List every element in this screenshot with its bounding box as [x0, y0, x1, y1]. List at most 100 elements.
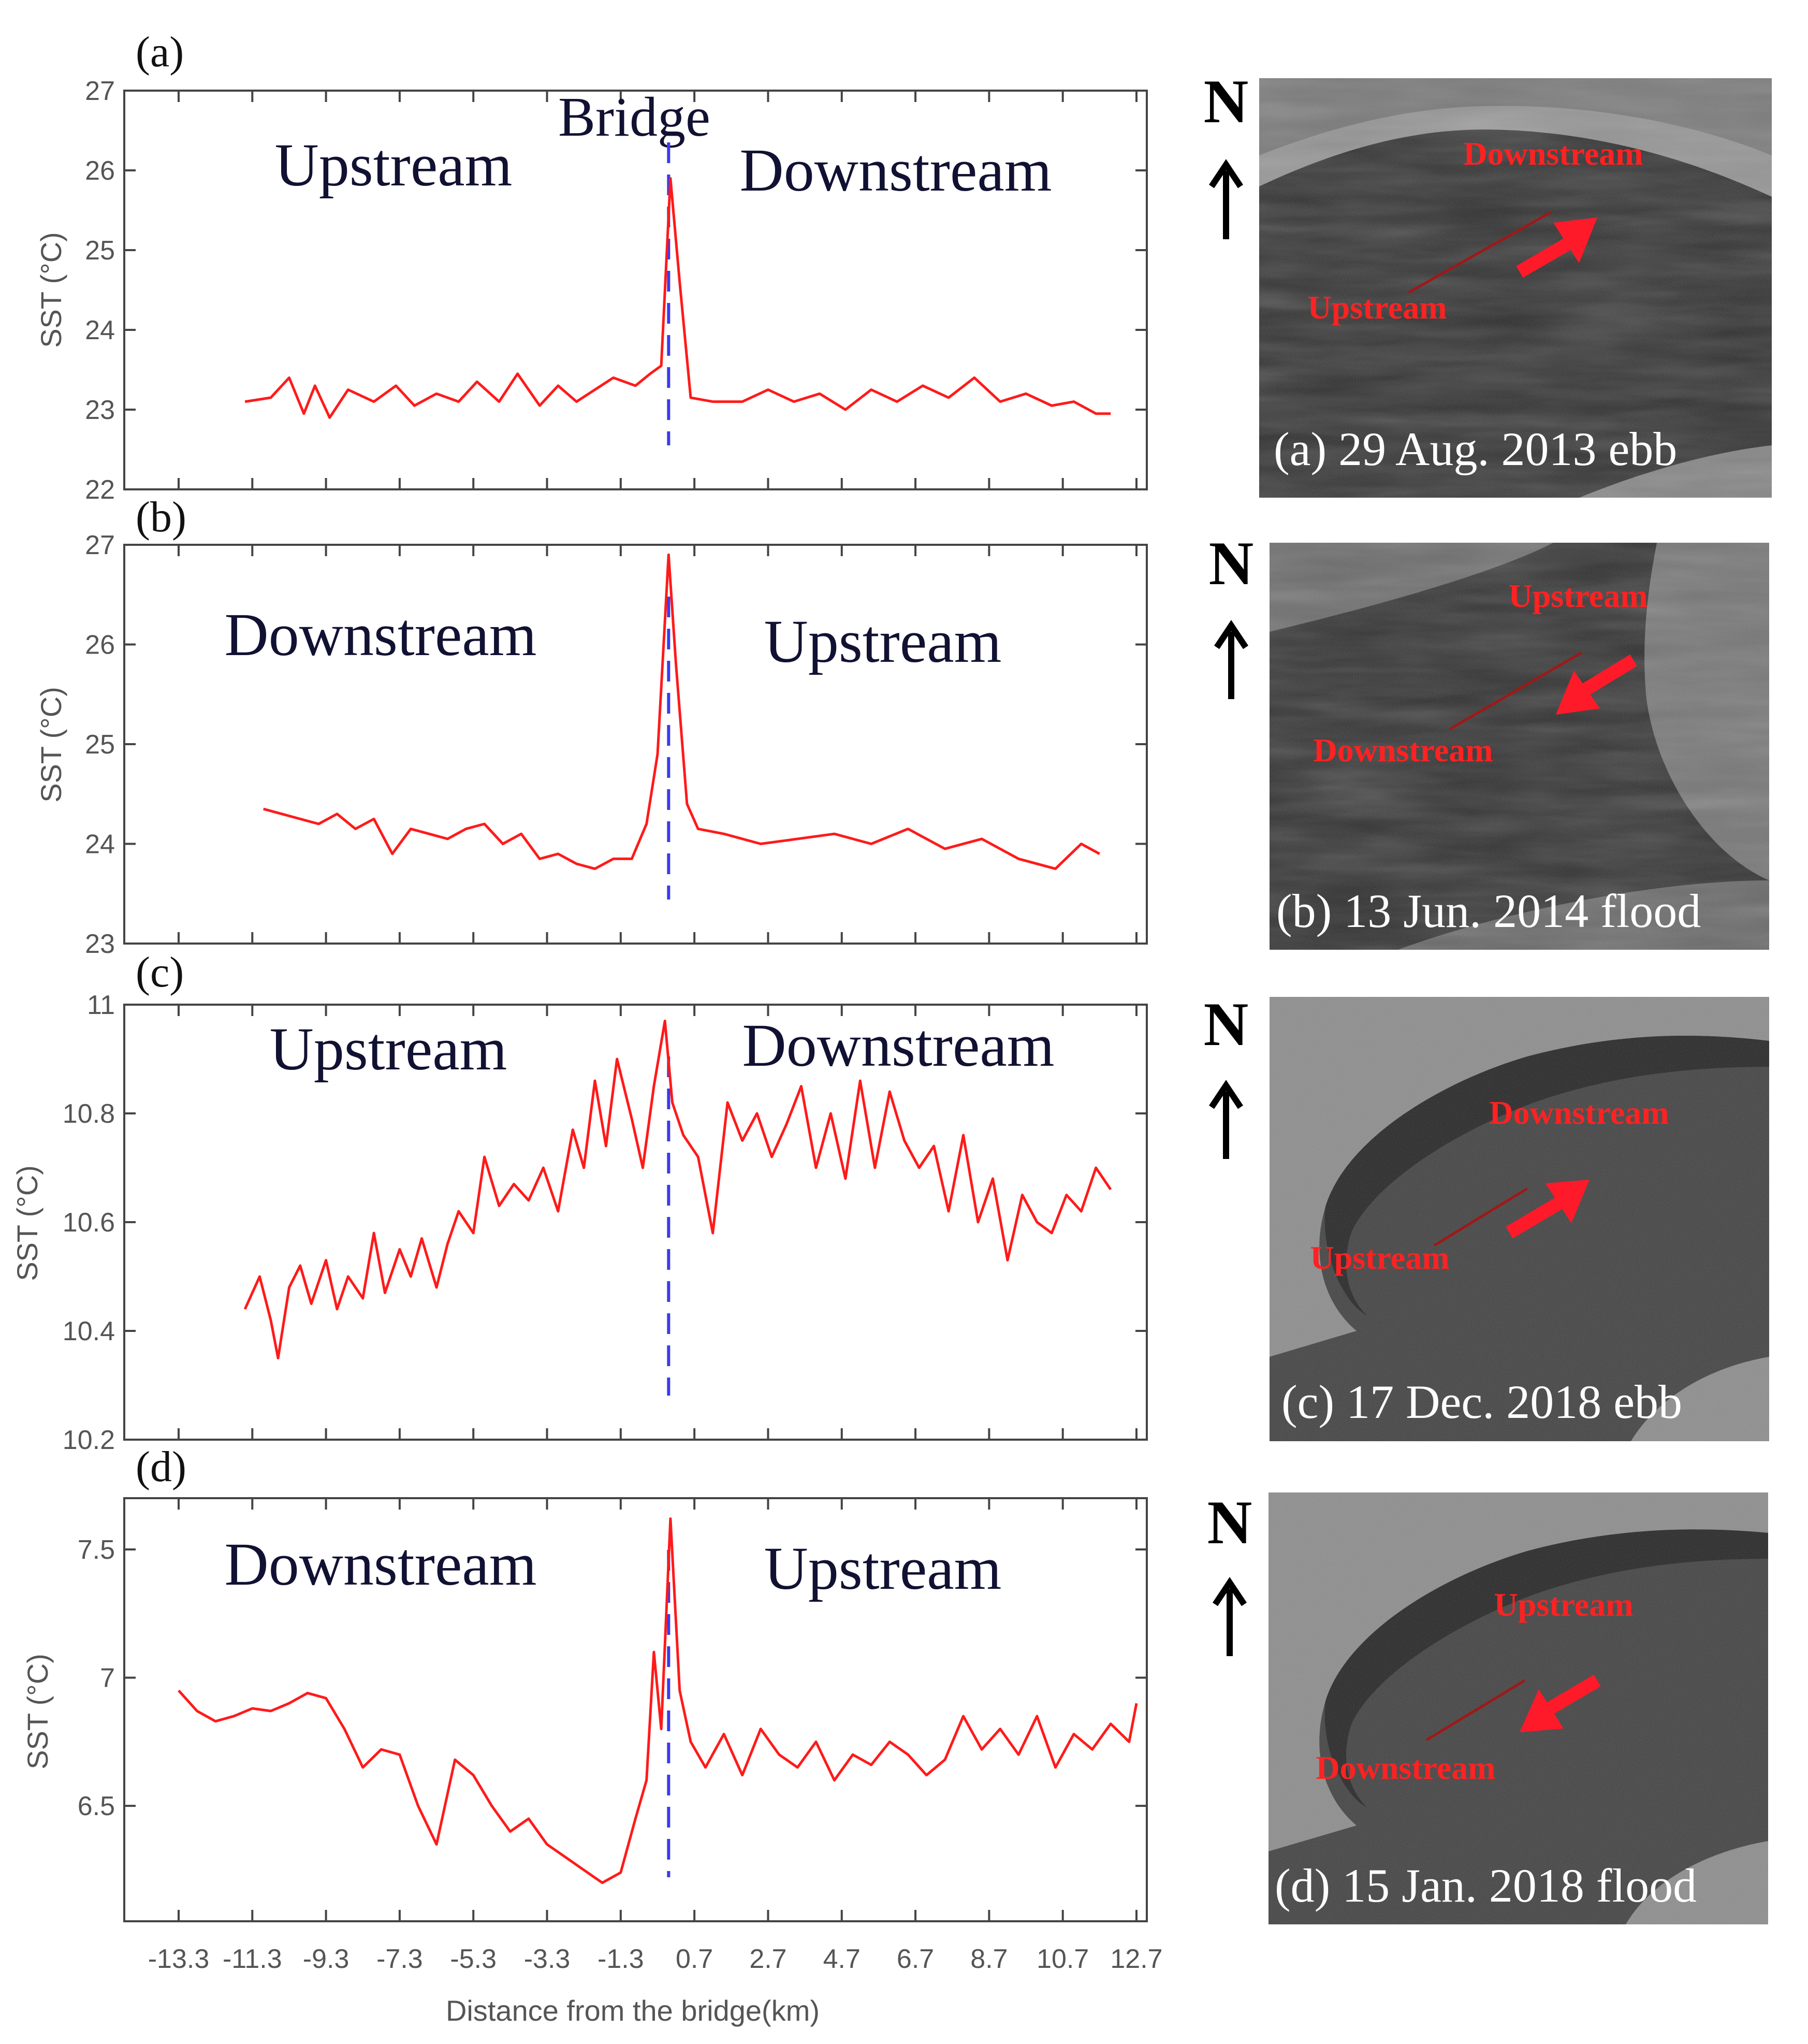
map-label-lower-c: Upstream [1310, 1239, 1450, 1276]
map-caption-c: (c) 17 Dec. 2018 ebb [1281, 1375, 1682, 1428]
x-axis-ticks: -13.3 -11.3 -9.3 -7.3 -5.3 -3.3 -1.3 0.7 2.7 4.7 6… [148, 1944, 1163, 1974]
panel-label-c: (c) [136, 948, 184, 996]
flow-arrow-icon [1516, 218, 1597, 278]
region-label-left-b: Downstream [225, 601, 537, 669]
plot-frame-c [123, 1004, 1148, 1441]
map-panel-a: N Downstream Upstream (a) 29 Aug. [1204, 67, 1772, 498]
plot-frame-b [123, 544, 1148, 945]
axis-ticks-a: 22 23 24 25 26 27 [85, 76, 1147, 505]
x-axis-label: Distance from the bridge(km) [446, 1994, 820, 2027]
north-label-c: N [1204, 990, 1249, 1059]
x-tick-label: -7.3 [376, 1944, 423, 1974]
north-label-d: N [1207, 1488, 1252, 1557]
panel-label-a: (a) [136, 28, 184, 76]
x-tick-label: -3.3 [524, 1944, 571, 1974]
y-tick-label-a: 22 [85, 475, 115, 505]
chart-d: (d) 6.5 7 7.5 SST (°C) Downstream Upstream… [21, 1443, 1163, 2027]
flow-arrow-icon [1556, 654, 1637, 715]
north-arrow-icon [1209, 159, 1243, 239]
sst-series-line-a [244, 177, 1111, 419]
flow-arrow-icon [1506, 1180, 1590, 1239]
plot-frame-a [123, 90, 1148, 490]
x-tick-label: -1.3 [597, 1944, 644, 1974]
axis-ticks-b: 23 24 25 26 27 [85, 530, 1147, 959]
y-axis-label-c: SST (°C) [11, 1165, 43, 1281]
y-tick-label-b: 26 [85, 630, 115, 660]
y-tick-label-b: 24 [85, 830, 115, 860]
map-label-upper-b: Upstream [1509, 577, 1648, 614]
x-tick-label: 2.7 [749, 1944, 786, 1974]
chart-a: (a) 22 23 24 25 26 27 SST (°C) Upstream Downs… [35, 28, 1148, 505]
y-tick-label-b: 25 [85, 730, 115, 760]
plot-frame-d [123, 1497, 1148, 1922]
north-label-b: N [1209, 529, 1254, 598]
map-label-lower-a: Upstream [1308, 289, 1447, 326]
y-axis-label-a: SST (°C) [35, 232, 67, 348]
y-tick-label-c: 10.2 [63, 1425, 115, 1455]
map-panel-c: N Downstream Upstream (c) 17 Dec. 2018 e… [1204, 990, 1769, 1441]
north-arrow-icon [1213, 1577, 1247, 1656]
x-tick-label: 10.7 [1037, 1944, 1089, 1974]
north-arrow-icon [1209, 1080, 1243, 1159]
region-label-right-b: Upstream [764, 607, 1002, 675]
north-arrow-icon [1214, 620, 1248, 699]
region-label-left-c: Upstream [270, 1015, 507, 1083]
x-tick-label: 12.7 [1110, 1944, 1162, 1974]
region-label-right-a: Downstream [740, 136, 1052, 204]
satellite-image-c [1270, 997, 1769, 1441]
x-tick-label: -11.3 [223, 1944, 282, 1974]
flow-arrow-icon [1520, 1674, 1601, 1732]
y-tick-label-b: 23 [85, 929, 115, 959]
y-axis-label-d: SST (°C) [21, 1654, 54, 1770]
y-tick-label-a: 26 [85, 156, 115, 186]
sst-series-line-b [263, 553, 1100, 871]
x-tick-label: -9.3 [303, 1944, 349, 1974]
map-label-lower-b: Downstream [1313, 732, 1493, 769]
satellite-image-b [1270, 543, 1769, 950]
y-axis-label-b: SST (°C) [35, 687, 67, 803]
y-tick-label-a: 27 [85, 76, 115, 106]
map-label-upper-a: Downstream [1463, 135, 1643, 172]
axis-ticks-d: 6.5 7 7.5 [78, 1498, 1147, 1921]
x-tick-label: 0.7 [676, 1944, 713, 1974]
map-panel-d: N Upstream Downstream (d) 15 Jan. 2018 f… [1207, 1488, 1768, 1924]
region-label-right-d: Upstream [764, 1534, 1002, 1602]
y-tick-label-a: 25 [85, 236, 115, 266]
map-label-upper-c: Downstream [1489, 1094, 1669, 1131]
sst-series-line-c [243, 1020, 1112, 1359]
map-panel-b: N Upstream Downstream (b) 13 Jun. [1209, 529, 1769, 950]
x-tick-label: -5.3 [450, 1944, 497, 1974]
axis-ticks-c: 10.2 10.4 10.6 10.8 11 [63, 990, 1147, 1455]
map-label-lower-d: Downstream [1316, 1749, 1495, 1786]
chart-b: (b) 23 24 25 26 27 SST (°C) Downstream Upstr… [35, 493, 1148, 959]
y-tick-label-c: 10.6 [63, 1208, 115, 1238]
y-tick-label-d: 6.5 [78, 1791, 115, 1821]
x-tick-label: 6.7 [897, 1944, 934, 1974]
region-label-right-c: Downstream [742, 1011, 1055, 1079]
map-caption-a: (a) 29 Aug. 2013 ebb [1274, 423, 1677, 475]
y-tick-label-a: 24 [85, 315, 115, 345]
map-caption-b: (b) 13 Jun. 2014 flood [1276, 885, 1701, 937]
y-tick-label-c: 10.4 [63, 1316, 115, 1346]
satellite-image-d [1268, 1492, 1768, 1924]
region-label-left-d: Downstream [225, 1530, 537, 1598]
map-caption-d: (d) 15 Jan. 2018 flood [1275, 1859, 1697, 1912]
x-tick-label: -13.3 [148, 1944, 210, 1974]
panel-label-b: (b) [136, 493, 186, 541]
x-tick-label: 8.7 [970, 1944, 1008, 1974]
x-tick-label: 4.7 [823, 1944, 861, 1974]
bridge-label: Bridge [558, 86, 710, 148]
chart-c: (c) 10.2 10.4 10.6 10.8 11 SST (°C) Upstream… [11, 948, 1148, 1455]
y-tick-label-b: 27 [85, 530, 115, 560]
panel-label-d: (d) [136, 1443, 186, 1491]
sst-series-line-d [178, 1517, 1138, 1884]
y-tick-label-d: 7 [100, 1663, 115, 1693]
y-tick-label-c: 10.8 [63, 1099, 115, 1129]
satellite-image-a [1259, 78, 1772, 498]
map-label-upper-d: Upstream [1494, 1586, 1634, 1623]
y-tick-label-d: 7.5 [78, 1535, 115, 1565]
region-label-left-a: Upstream [275, 131, 513, 199]
y-tick-label-a: 23 [85, 395, 115, 425]
